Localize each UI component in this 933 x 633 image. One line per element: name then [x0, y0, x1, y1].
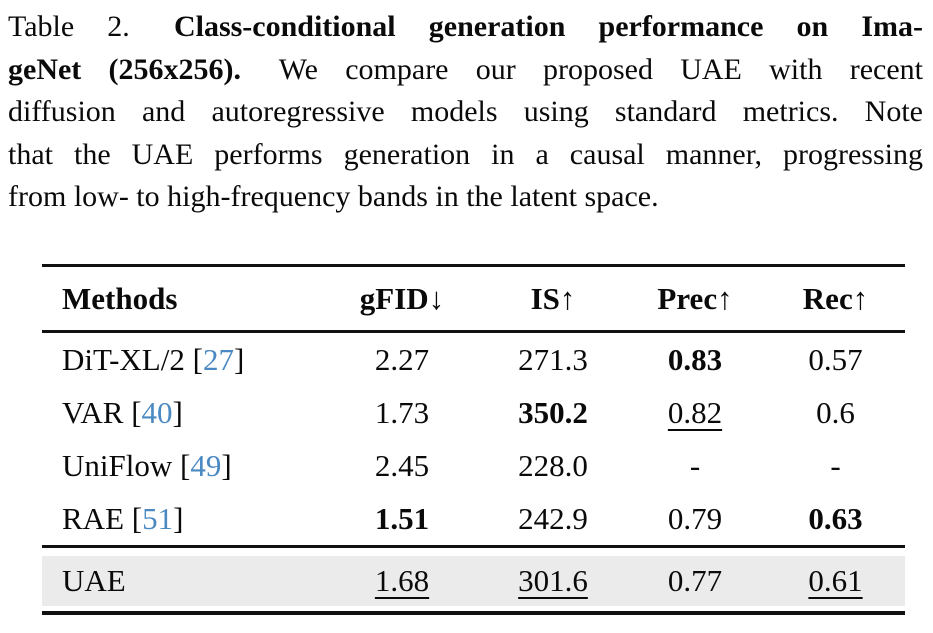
- citation-link[interactable]: 51: [142, 500, 174, 536]
- is-value-underlined: 301.6: [518, 563, 588, 598]
- header-label: Rec: [802, 280, 853, 316]
- is-value: 228.0: [518, 447, 588, 483]
- prec-value-underlined: 0.82: [667, 394, 723, 430]
- citation-bracket: [: [131, 394, 142, 430]
- table-top-rule: [42, 264, 905, 267]
- caption-line-3: diffusion and autoregressive models usin…: [8, 91, 923, 134]
- table-row-rae: RAE [51] 1.51 242.9 0.79 0.63: [42, 492, 905, 545]
- header-prec: Prec↑: [624, 281, 766, 317]
- down-arrow-icon: ↓: [428, 280, 445, 316]
- prec-value: 0.83: [667, 341, 723, 377]
- is-value: 301.6: [482, 563, 624, 599]
- method-name: VAR: [62, 394, 124, 430]
- caption-text: diffusion and autoregressive models usin…: [8, 95, 923, 128]
- gfid-value: 2.45: [374, 447, 430, 483]
- gfid-value: 1.73: [374, 394, 430, 430]
- rec-value: 0.6: [816, 394, 855, 430]
- method-name-cell: DiT-XL/2 [27]: [42, 342, 322, 378]
- table-header-row: Methods gFID↓ IS↑ Prec↑ Rec↑: [42, 267, 905, 330]
- gfid-value: 1.68: [322, 563, 482, 599]
- table-row-uniflow: UniFlow [49] 2.45 228.0 - -: [42, 439, 905, 492]
- caption-bold-title-part-2: geNet (256x256).: [8, 52, 242, 86]
- caption-text: from low- to high-frequency bands in the…: [8, 180, 659, 213]
- method-name-cell: RAE [51]: [42, 501, 322, 537]
- table-bottom-rule: [42, 611, 905, 615]
- citation-bracket: [: [192, 341, 203, 377]
- up-arrow-icon: ↑: [852, 280, 869, 316]
- header-label: Prec: [657, 280, 718, 316]
- prec-value: -: [689, 447, 701, 483]
- citation-bracket: ]: [233, 341, 245, 377]
- header-label: Methods: [62, 280, 178, 316]
- gfid-value: 2.27: [374, 341, 430, 377]
- header-rec: Rec↑: [766, 281, 905, 317]
- is-value: 242.9: [518, 500, 588, 536]
- caption-line-5: from low- to high-frequency bands in the…: [8, 176, 923, 219]
- rec-value: 0.57: [808, 341, 863, 377]
- caption-table-number: Table 2.: [8, 10, 130, 43]
- method-name-cell: UAE: [42, 563, 322, 599]
- prec-value: 0.82: [624, 395, 766, 431]
- method-name: RAE: [62, 500, 124, 536]
- results-table: Methods gFID↓ IS↑ Prec↑ Rec↑ DiT-XL/2 [2…: [42, 264, 905, 615]
- rec-value: -: [830, 447, 841, 483]
- citation-link[interactable]: 49: [190, 447, 222, 483]
- paper-table-figure: Table 2. Class-conditional generation pe…: [0, 6, 933, 633]
- citation-bracket: ]: [173, 500, 184, 536]
- citation-bracket: ]: [172, 394, 183, 430]
- table-row-uae-highlight: UAE 1.68 301.6 0.77 0.61: [42, 556, 905, 606]
- caption-line-2: geNet (256x256). We compare our proposed…: [8, 49, 923, 92]
- table-row-dit-xl2: DiT-XL/2 [27] 2.27 271.3 0.83 0.57: [42, 333, 905, 386]
- caption-text: that the UAE performs generation in a ca…: [8, 137, 923, 171]
- citation-link[interactable]: 27: [202, 341, 234, 377]
- header-label: IS: [530, 280, 560, 316]
- is-value-bold: 350.2: [518, 394, 588, 430]
- citation-link[interactable]: 40: [141, 394, 173, 430]
- prec-value: 0.79: [667, 500, 723, 536]
- gfid-value-bold: 1.51: [374, 500, 430, 536]
- method-name: UAE: [62, 563, 126, 598]
- header-label: gFID: [359, 280, 429, 316]
- caption-text: We compare our proposed UAE with recent: [278, 52, 923, 86]
- table-row-var: VAR [40] 1.73 350.2 0.82 0.6: [42, 386, 905, 439]
- method-name-cell: UniFlow [49]: [42, 448, 322, 484]
- is-value: 271.3: [518, 341, 588, 377]
- citation-bracket: [: [131, 500, 143, 536]
- table-pre-highlight-rule: [42, 545, 905, 548]
- citation-bracket: [: [180, 447, 191, 483]
- up-arrow-icon: ↑: [559, 280, 576, 316]
- gfid-value: 1.51: [322, 501, 482, 537]
- up-arrow-icon: ↑: [717, 280, 733, 316]
- header-is: IS↑: [482, 281, 624, 317]
- is-value: 350.2: [482, 395, 624, 431]
- rec-value: 0.63: [808, 500, 863, 536]
- caption-line-4: that the UAE performs generation in a ca…: [8, 134, 923, 177]
- method-name: UniFlow: [62, 447, 173, 483]
- header-methods: Methods: [42, 281, 322, 317]
- method-name-cell: VAR [40]: [42, 395, 322, 431]
- method-name: DiT-XL/2: [62, 341, 185, 377]
- rec-value-underlined: 0.61: [808, 563, 863, 598]
- caption-line-1: Table 2. Class-conditional generation pe…: [8, 6, 923, 49]
- citation-bracket: ]: [221, 447, 232, 483]
- table-caption: Table 2. Class-conditional generation pe…: [8, 6, 923, 219]
- prec-value: 0.77: [667, 563, 723, 598]
- gfid-value-underlined: 1.68: [374, 563, 430, 598]
- table-header-rule: [42, 330, 905, 333]
- rec-value: 0.61: [766, 563, 905, 599]
- caption-bold-title-part-1: Class-conditional generation performance…: [173, 10, 923, 43]
- header-gfid: gFID↓: [322, 281, 482, 317]
